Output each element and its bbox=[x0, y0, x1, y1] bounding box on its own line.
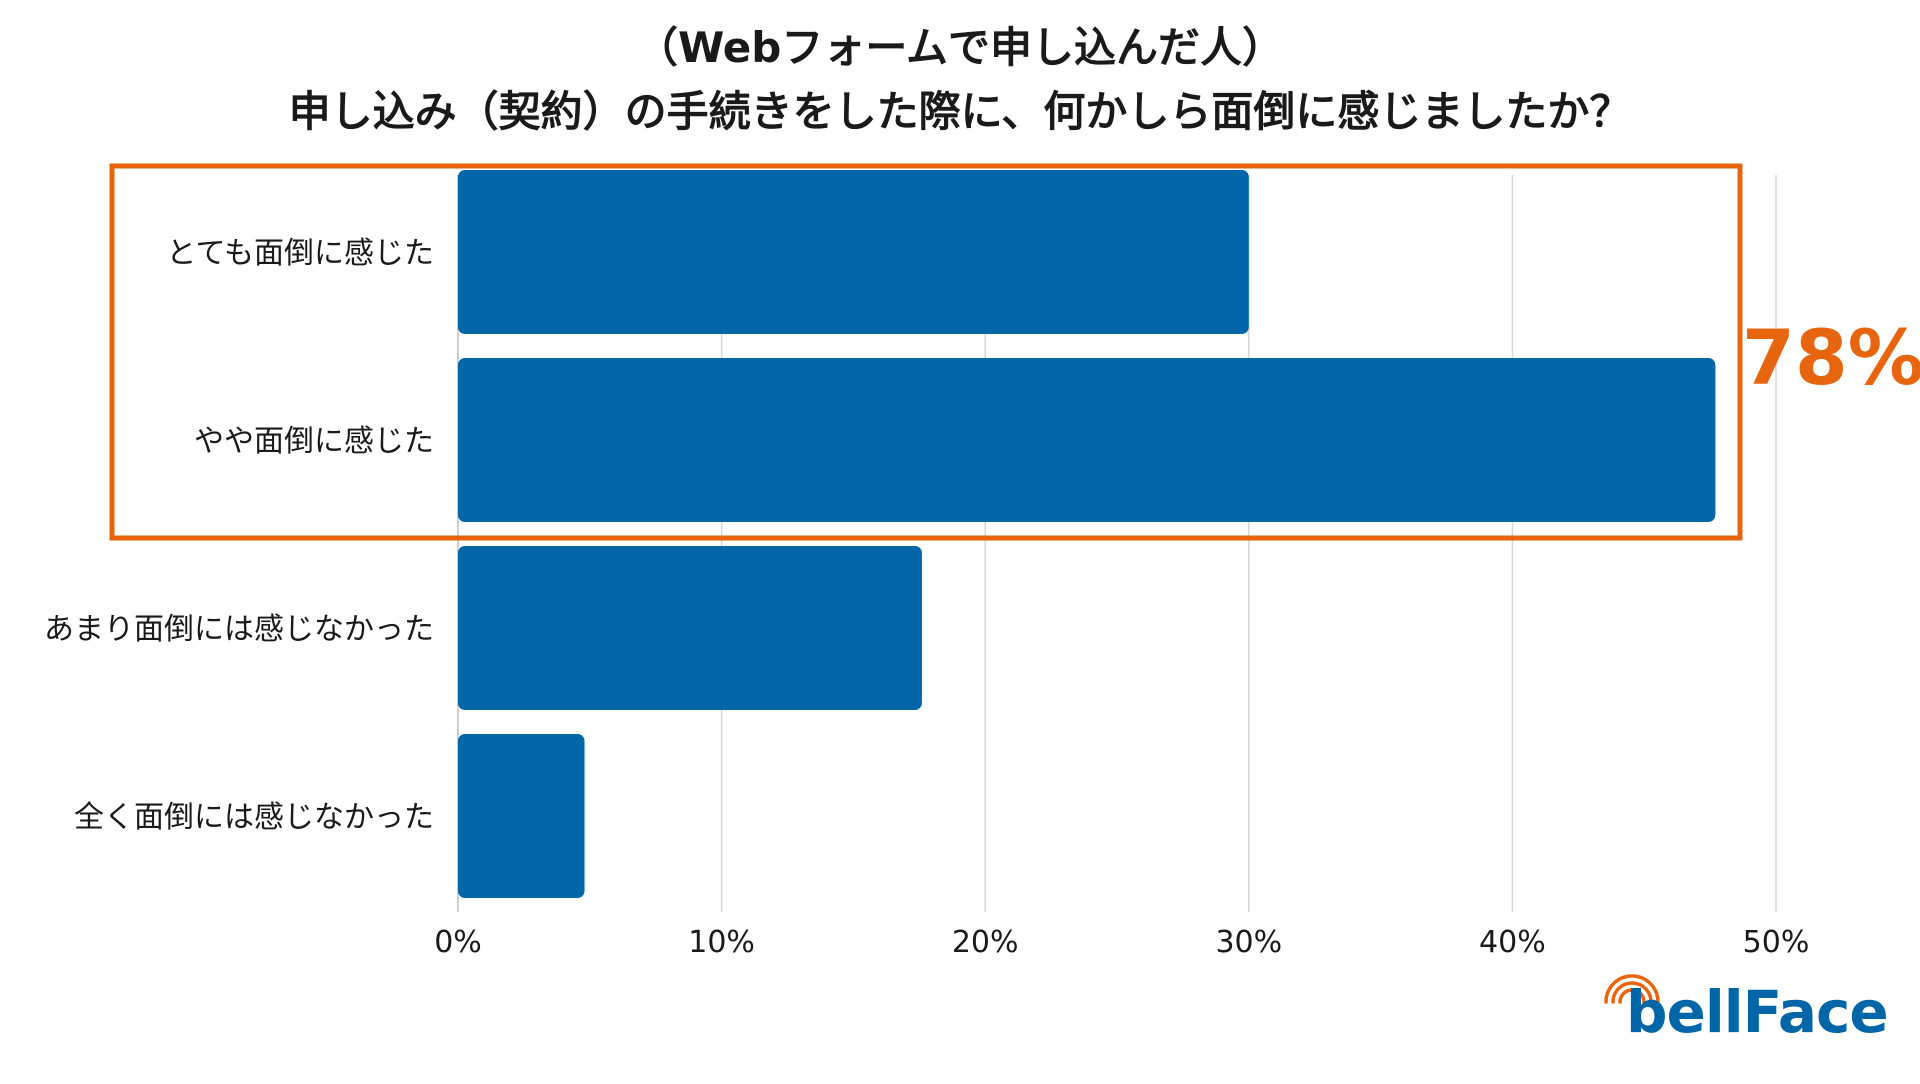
x-tick-label-10: 10% bbox=[688, 925, 755, 960]
bar-3 bbox=[458, 734, 585, 898]
highlight-box bbox=[109, 163, 1743, 541]
signal-icon bbox=[1604, 974, 1660, 1004]
bar-1 bbox=[458, 358, 1716, 522]
highlight-total-label: 78% bbox=[1742, 313, 1920, 402]
category-label-0: とても面倒に感じた bbox=[166, 236, 434, 271]
bar-0 bbox=[458, 170, 1249, 334]
category-label-2: あまり面倒には感じなかった bbox=[44, 612, 434, 647]
x-tick-label-50: 50% bbox=[1743, 925, 1810, 960]
bars bbox=[458, 170, 1716, 898]
x-axis-tick-labels: 0% 10% 20% 30% 40% 50% bbox=[434, 925, 1809, 960]
chart-title-line-2: 申し込み（契約）の手続きをした際に、何かしら面倒に感じましたか？ bbox=[289, 87, 1632, 136]
x-tick-label-20: 20% bbox=[952, 925, 1019, 960]
category-label-1: やや面倒に感じた bbox=[194, 424, 434, 459]
bellface-logo: bellFace bbox=[1604, 974, 1889, 1046]
category-labels: とても面倒に感じたやや面倒に感じたあまり面倒には感じなかった全く面倒には感じなか… bbox=[44, 236, 434, 835]
x-tick-label-30: 30% bbox=[1215, 925, 1282, 960]
category-label-3: 全く面倒には感じなかった bbox=[74, 800, 434, 835]
bar-2 bbox=[458, 546, 922, 710]
logo-text: bellFace bbox=[1626, 978, 1888, 1046]
x-tick-label-0: 0% bbox=[434, 925, 482, 960]
x-tick-label-40: 40% bbox=[1479, 925, 1546, 960]
chart-title-line-1: （Webフォームで申し込んだ人） bbox=[636, 23, 1284, 72]
